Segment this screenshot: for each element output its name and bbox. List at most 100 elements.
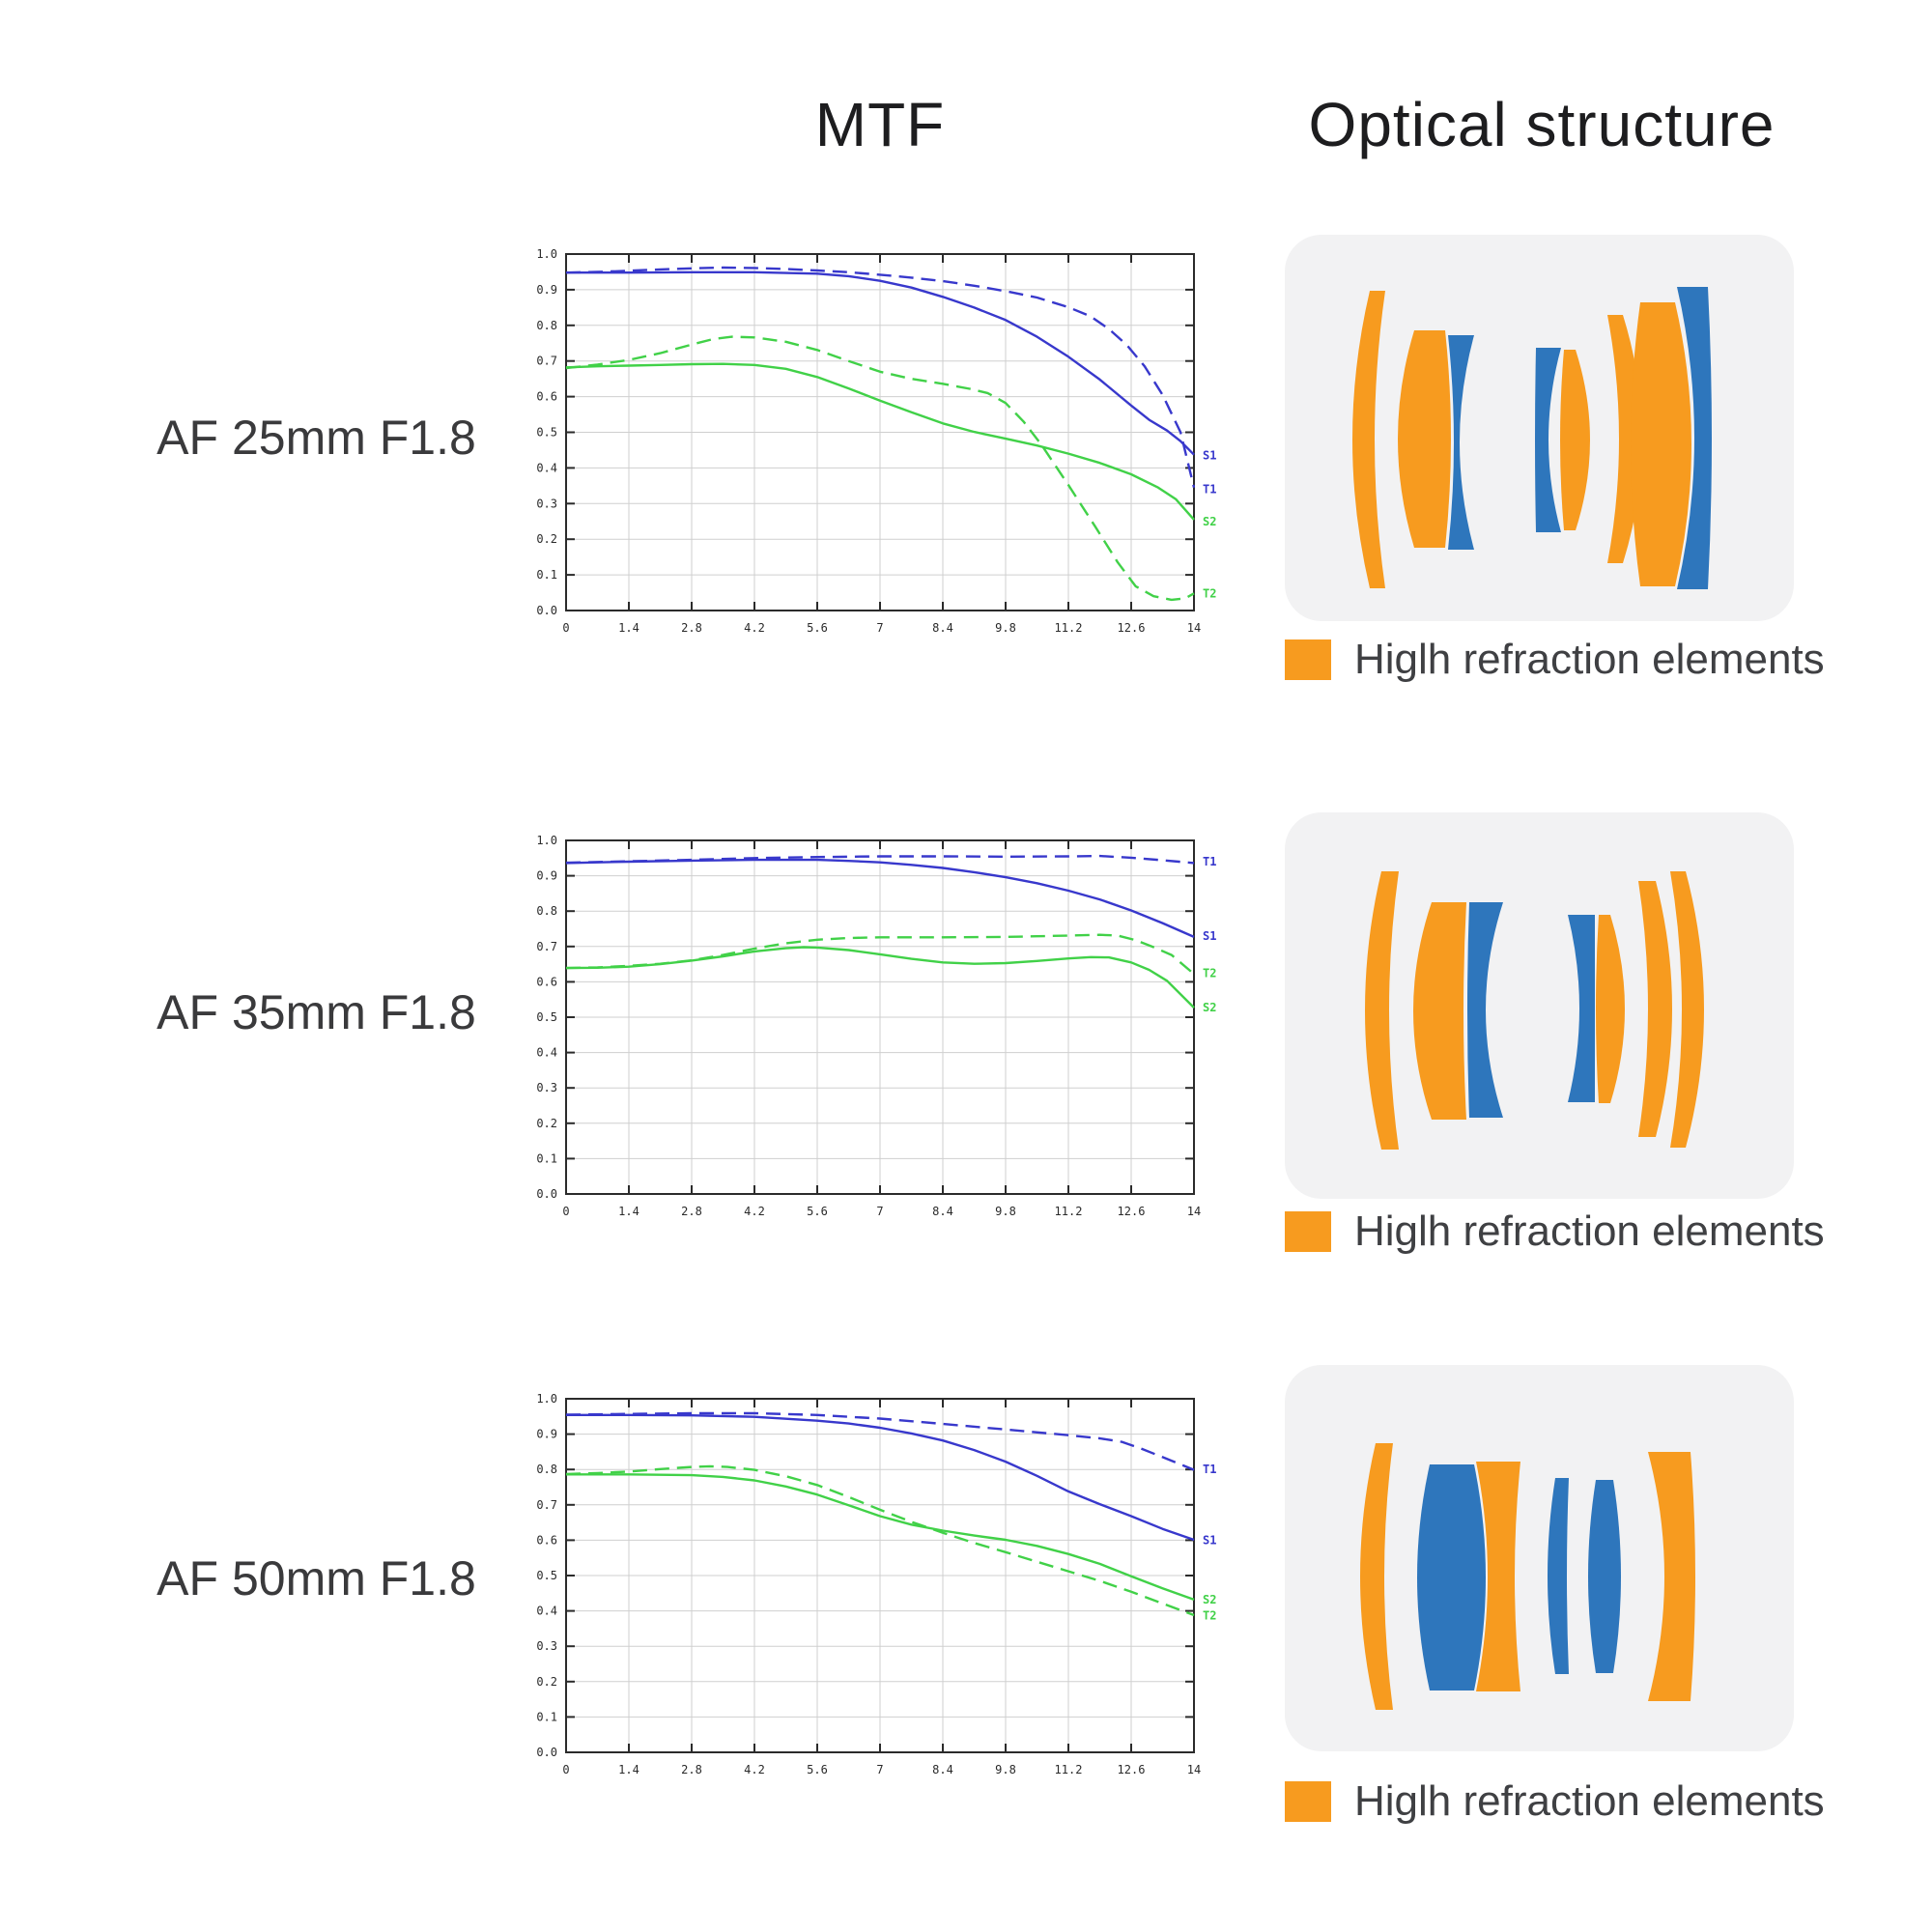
svg-text:4.2: 4.2 xyxy=(744,1205,765,1218)
svg-text:0.9: 0.9 xyxy=(536,283,557,297)
optical-structure-box-35mm xyxy=(1285,812,1794,1199)
svg-text:7: 7 xyxy=(876,621,883,635)
mtf-chart-25mm: 0.0 0.1 0.2 0.3 0.4 0.5 0.6 0.7 0.8 0.9 1.0 0 1.4 2.8… xyxy=(536,247,1216,635)
svg-text:5.6: 5.6 xyxy=(807,1205,828,1218)
legend-label: Higlh refraction elements xyxy=(1354,1777,1825,1825)
svg-text:1.0: 1.0 xyxy=(536,1392,557,1406)
lens-label-50mm: AF 50mm F1.8 xyxy=(156,1551,476,1605)
svg-text:0: 0 xyxy=(562,1763,569,1776)
svg-text:0.4: 0.4 xyxy=(536,1605,557,1618)
svg-text:S2: S2 xyxy=(1203,515,1216,528)
svg-text:8.4: 8.4 xyxy=(932,1205,953,1218)
svg-text:0.4: 0.4 xyxy=(536,461,557,474)
svg-text:1.0: 1.0 xyxy=(536,247,557,261)
high-refraction-swatch xyxy=(1285,1781,1331,1822)
svg-text:T2: T2 xyxy=(1203,1608,1216,1622)
lens-label-25mm: AF 25mm F1.8 xyxy=(156,411,476,465)
svg-text:0.8: 0.8 xyxy=(536,319,557,332)
svg-text:4.2: 4.2 xyxy=(744,621,765,635)
svg-text:0.8: 0.8 xyxy=(536,1463,557,1476)
svg-text:7: 7 xyxy=(876,1763,883,1776)
svg-text:0.5: 0.5 xyxy=(536,1569,557,1582)
svg-text:0.5: 0.5 xyxy=(536,426,557,440)
svg-text:0.6: 0.6 xyxy=(536,1533,557,1547)
svg-text:T1: T1 xyxy=(1203,855,1216,868)
svg-text:0.7: 0.7 xyxy=(536,355,557,368)
svg-text:11.2: 11.2 xyxy=(1055,621,1083,635)
svg-text:0.6: 0.6 xyxy=(536,390,557,404)
svg-text:0.1: 0.1 xyxy=(536,568,557,582)
svg-text:0: 0 xyxy=(562,1205,569,1218)
optical-structure-box-25mm xyxy=(1285,235,1794,621)
svg-text:0.3: 0.3 xyxy=(536,1639,557,1653)
svg-text:0.4: 0.4 xyxy=(536,1046,557,1060)
svg-text:5.6: 5.6 xyxy=(807,1763,828,1776)
svg-text:0.0: 0.0 xyxy=(536,604,557,617)
high-refraction-swatch xyxy=(1285,1211,1331,1252)
svg-text:0.1: 0.1 xyxy=(536,1151,557,1165)
svg-text:1.0: 1.0 xyxy=(536,834,557,847)
mtf-chart-35mm: 0.0 0.1 0.2 0.3 0.4 0.5 0.6 0.7 0.8 0.9 1.0 0 1.4 2.8… xyxy=(536,834,1216,1218)
svg-text:14: 14 xyxy=(1187,1763,1201,1776)
svg-text:8.4: 8.4 xyxy=(932,621,953,635)
svg-text:0.3: 0.3 xyxy=(536,497,557,510)
lens-label-35mm: AF 35mm F1.8 xyxy=(156,985,476,1039)
svg-text:14: 14 xyxy=(1187,1205,1201,1218)
optical-structure-diagram-50mm xyxy=(1360,1443,1695,1710)
legend-25mm: Higlh refraction elements xyxy=(1285,636,1825,683)
legend-35mm: Higlh refraction elements xyxy=(1285,1208,1825,1255)
mtf-chart-50mm: 0.0 0.1 0.2 0.3 0.4 0.5 0.6 0.7 0.8 0.9 1.0 0 1.4 2.8… xyxy=(536,1392,1216,1776)
svg-text:S2: S2 xyxy=(1203,1001,1216,1014)
svg-text:0.1: 0.1 xyxy=(536,1710,557,1723)
svg-text:14: 14 xyxy=(1187,621,1201,635)
svg-text:7: 7 xyxy=(876,1205,883,1218)
svg-text:0.2: 0.2 xyxy=(536,532,557,546)
svg-text:2.8: 2.8 xyxy=(681,1763,702,1776)
svg-text:T2: T2 xyxy=(1203,966,1216,980)
svg-text:2.8: 2.8 xyxy=(681,621,702,635)
optical-structure-diagram-35mm xyxy=(1365,871,1704,1150)
svg-text:1.4: 1.4 xyxy=(618,1205,639,1218)
svg-text:0.6: 0.6 xyxy=(536,975,557,988)
column-header-optical-structure: Optical structure xyxy=(1308,90,1776,159)
svg-text:0.7: 0.7 xyxy=(536,940,557,953)
svg-text:0.9: 0.9 xyxy=(536,869,557,883)
svg-text:0.7: 0.7 xyxy=(536,1498,557,1512)
svg-text:9.8: 9.8 xyxy=(995,1763,1016,1776)
svg-text:12.6: 12.6 xyxy=(1118,1763,1146,1776)
svg-text:0.2: 0.2 xyxy=(536,1675,557,1689)
svg-text:4.2: 4.2 xyxy=(744,1763,765,1776)
svg-text:11.2: 11.2 xyxy=(1055,1205,1083,1218)
legend-label: Higlh refraction elements xyxy=(1354,1208,1825,1255)
svg-text:0.0: 0.0 xyxy=(536,1187,557,1201)
svg-text:0.2: 0.2 xyxy=(536,1117,557,1130)
svg-text:9.8: 9.8 xyxy=(995,621,1016,635)
svg-text:12.6: 12.6 xyxy=(1118,1205,1146,1218)
svg-text:0.5: 0.5 xyxy=(536,1010,557,1024)
svg-text:0.0: 0.0 xyxy=(536,1746,557,1759)
column-header-mtf: MTF xyxy=(814,90,946,159)
optical-structure-diagram-25mm xyxy=(1352,287,1712,589)
svg-text:11.2: 11.2 xyxy=(1055,1763,1083,1776)
svg-text:T1: T1 xyxy=(1203,1463,1216,1476)
high-refraction-swatch xyxy=(1285,639,1331,680)
svg-text:0.9: 0.9 xyxy=(536,1428,557,1441)
svg-text:1.4: 1.4 xyxy=(618,621,639,635)
legend-50mm: Higlh refraction elements xyxy=(1285,1777,1825,1825)
svg-text:S1: S1 xyxy=(1203,929,1216,943)
svg-text:8.4: 8.4 xyxy=(932,1763,953,1776)
svg-text:S1: S1 xyxy=(1203,448,1216,462)
legend-label: Higlh refraction elements xyxy=(1354,636,1825,683)
svg-text:0: 0 xyxy=(562,621,569,635)
svg-text:0.3: 0.3 xyxy=(536,1081,557,1094)
svg-text:S1: S1 xyxy=(1203,1533,1216,1547)
svg-text:T1: T1 xyxy=(1203,483,1216,497)
svg-text:5.6: 5.6 xyxy=(807,621,828,635)
optical-structure-box-50mm xyxy=(1285,1365,1794,1751)
svg-text:1.4: 1.4 xyxy=(618,1763,639,1776)
svg-text:2.8: 2.8 xyxy=(681,1205,702,1218)
svg-text:9.8: 9.8 xyxy=(995,1205,1016,1218)
svg-text:12.6: 12.6 xyxy=(1118,621,1146,635)
svg-text:S2: S2 xyxy=(1203,1593,1216,1606)
